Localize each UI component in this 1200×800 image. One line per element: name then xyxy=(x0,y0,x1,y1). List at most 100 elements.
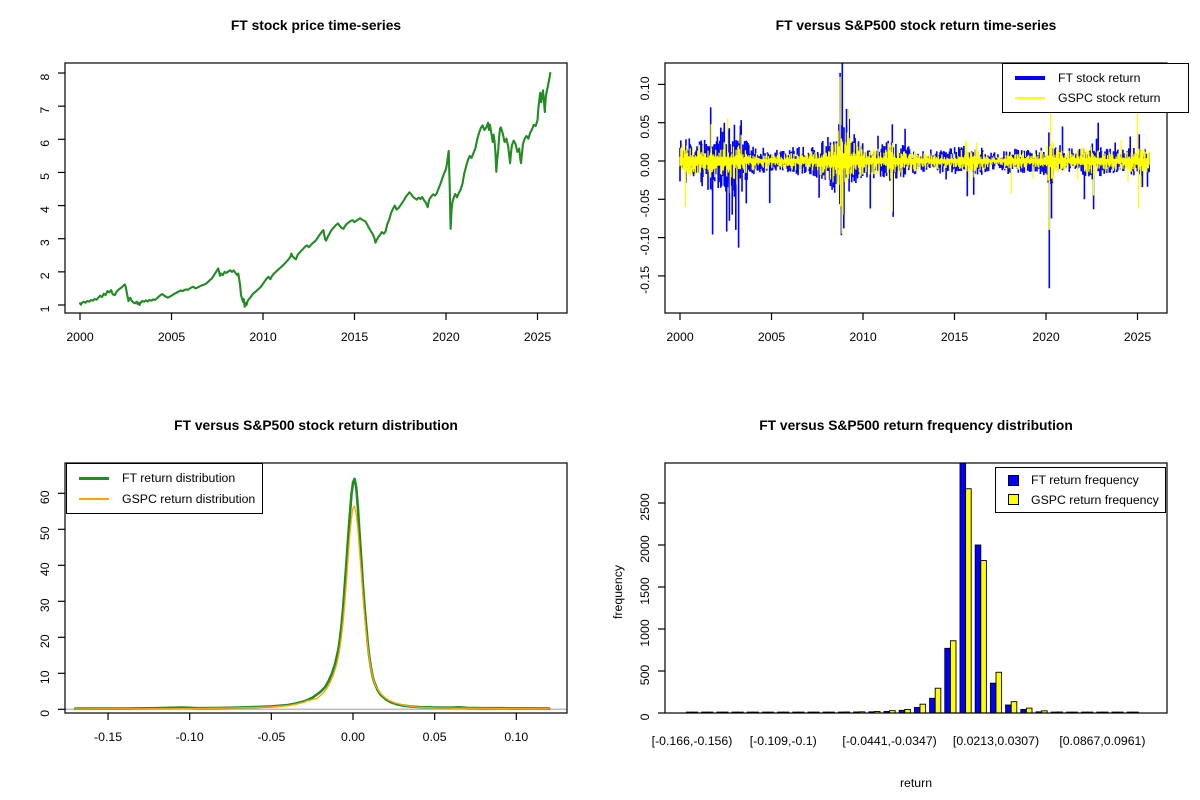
histogram-legend: FT return frequency GSPC return frequenc… xyxy=(995,467,1166,513)
returns-legend: FT stock return GSPC stock return xyxy=(1002,63,1189,113)
gspc-density-line-swatch xyxy=(79,498,109,500)
y-tick-label: 4 xyxy=(38,206,52,213)
y-tick-label: 2000 xyxy=(638,535,652,563)
returns-plot-canvas: 2000 2005 2010 2015 2020 2025 -0.15 -0.10 -0.05 0… xyxy=(638,62,1168,344)
x-axis-title: return xyxy=(900,776,932,790)
y-tick-label: 30 xyxy=(38,598,52,612)
bin-range-label: [-0.166,-0.156) xyxy=(652,734,733,748)
x-tick-label: 2025 xyxy=(1124,330,1152,344)
panel-price: 2000 2005 2010 2015 2020 2025 1 2 3 4 5 6 7 8 FT stoc… xyxy=(0,0,600,400)
y-tick-label: 2500 xyxy=(638,493,652,521)
plot-box xyxy=(664,462,1168,714)
frequency-bar xyxy=(959,463,967,713)
x-axis: 2000 2005 2010 2015 2020 2025 xyxy=(666,313,1151,344)
y-tick-label: 10 xyxy=(38,670,52,684)
histogram-legend-item-ft: FT return frequency xyxy=(996,473,1165,487)
series-layer xyxy=(679,63,1150,289)
x-tick-label: 2020 xyxy=(432,330,460,344)
y-tick-label: -0.10 xyxy=(638,227,652,255)
y-tick-label: 0 xyxy=(38,710,52,717)
x-tick-label: 0.10 xyxy=(504,730,528,744)
y-tick-label: 6 xyxy=(38,140,52,147)
returns-legend-item-ft: FT stock return xyxy=(1003,71,1188,85)
returns-panel-title: FT versus S&P500 stock return time-serie… xyxy=(775,18,1057,33)
y-tick-label: 40 xyxy=(38,562,52,576)
x-tick-label: 2005 xyxy=(758,330,786,344)
panel-density: -0.15 -0.10 -0.05 0.00 0.05 0.10 0 10 20 30 40 50 60… xyxy=(0,400,600,800)
x-axis: 2000 2005 2010 2015 2020 2025 xyxy=(66,313,551,344)
gspc-return-legend-label: GSPC stock return xyxy=(1058,91,1161,106)
frequency-bar xyxy=(944,647,951,713)
bin-range-label: [0.0867,0.0961) xyxy=(1059,734,1145,748)
frequency-bar xyxy=(1025,707,1033,713)
y-axis: 0 10 20 30 40 50 60 xyxy=(38,490,65,717)
y-tick-label: 5 xyxy=(38,173,52,180)
y-axis: 1 2 3 4 5 6 7 8 xyxy=(38,72,65,312)
x-tick-label: 2020 xyxy=(1032,330,1060,344)
x-tick-label: 2010 xyxy=(249,330,277,344)
x-tick-label: 2015 xyxy=(341,330,369,344)
histogram-legend-item-gspc: GSPC return frequency xyxy=(996,493,1165,507)
frequency-bar xyxy=(919,703,927,713)
y-tick-label: 60 xyxy=(38,490,52,504)
plot-box xyxy=(64,462,568,714)
density-legend: FT return distribution GSPC return distr… xyxy=(66,463,263,514)
data-series-line xyxy=(74,505,550,710)
x-axis: [-0.166,-0.156) [-0.109,-0.1) [-0.0441,-0.… xyxy=(652,734,1146,748)
x-tick-label: 0.05 xyxy=(423,730,447,744)
x-axis: -0.15 -0.10 -0.05 0.00 0.05 0.10 xyxy=(94,713,528,744)
x-tick-label: 2010 xyxy=(849,330,877,344)
price-panel-title: FT stock price time-series xyxy=(230,18,402,33)
density-panel-title: FT versus S&P500 stock return distributi… xyxy=(174,418,458,433)
y-tick-label: 8 xyxy=(38,73,52,80)
frequency-bar xyxy=(995,671,1003,713)
y-tick-label: 20 xyxy=(38,634,52,648)
ft-density-line-swatch xyxy=(79,476,109,480)
ft-return-legend-label: FT stock return xyxy=(1058,70,1141,85)
frequency-bar xyxy=(1005,704,1012,713)
frequency-bar xyxy=(913,707,921,713)
frequency-bar xyxy=(929,697,936,713)
histogram-plot-canvas: [-0.166,-0.156) [-0.109,-0.1) [-0.0441,-0.… xyxy=(611,462,1168,790)
ft-return-line-swatch xyxy=(1015,75,1045,80)
returns-legend-item-gspc: GSPC stock return xyxy=(1003,91,1188,105)
y-tick-label: 0.05 xyxy=(638,115,652,139)
frequency-bar xyxy=(873,711,881,713)
frequency-bar xyxy=(1041,710,1048,713)
density-legend-item-gspc: GSPC return distribution xyxy=(67,492,262,506)
x-tick-label: 2015 xyxy=(941,330,969,344)
gspc-frequency-square-swatch xyxy=(1008,494,1019,506)
y-tick-label: -0.05 xyxy=(638,189,652,217)
y-tick-label: 0.10 xyxy=(638,76,652,100)
x-tick-label: -0.15 xyxy=(94,730,122,744)
frequency-bar xyxy=(965,488,972,713)
x-tick-label: -0.10 xyxy=(176,730,204,744)
gspc-return-line-swatch xyxy=(1015,97,1045,100)
x-tick-label: 2005 xyxy=(158,330,186,344)
y-tick-label: 3 xyxy=(38,239,52,246)
ft-density-legend-label: FT return distribution xyxy=(122,471,236,485)
frequency-bar xyxy=(934,687,942,713)
bin-range-label: [-0.0441,-0.0347) xyxy=(842,734,936,748)
frequency-bar xyxy=(949,640,957,713)
y-tick-label: 1 xyxy=(38,305,52,312)
density-legend-item-ft: FT return distribution xyxy=(67,471,262,485)
frequency-bar xyxy=(980,560,987,713)
density-plot-canvas: -0.15 -0.10 -0.05 0.00 0.05 0.10 0 10 20 30 40 50 60 xyxy=(38,462,568,744)
bin-range-label: [-0.109,-0.1) xyxy=(750,734,817,748)
ft-frequency-square-swatch xyxy=(1008,474,1019,486)
frequency-bar xyxy=(989,682,997,713)
gspc-frequency-legend-label: GSPC return frequency xyxy=(1031,492,1159,507)
panel-returns: 2000 2005 2010 2015 2020 2025 -0.15 -0.10 -0.05 0… xyxy=(600,0,1200,400)
frequency-bar xyxy=(889,710,896,713)
price-plot-canvas: 2000 2005 2010 2015 2020 2025 1 2 3 4 5 6 7 8 xyxy=(38,62,568,344)
histogram-panel-title: FT versus S&P500 return frequency distri… xyxy=(759,418,1073,433)
y-tick-label: 2 xyxy=(38,272,52,279)
y-axis: -0.15 -0.10 -0.05 0.00 0.05 0.10 xyxy=(638,76,665,294)
series-layer xyxy=(65,477,567,711)
x-tick-label: 2000 xyxy=(66,330,94,344)
data-series-line xyxy=(78,71,552,308)
y-tick-label: 1000 xyxy=(638,619,652,647)
y-tick-label: 0 xyxy=(638,713,652,720)
x-tick-label: 2025 xyxy=(524,330,552,344)
